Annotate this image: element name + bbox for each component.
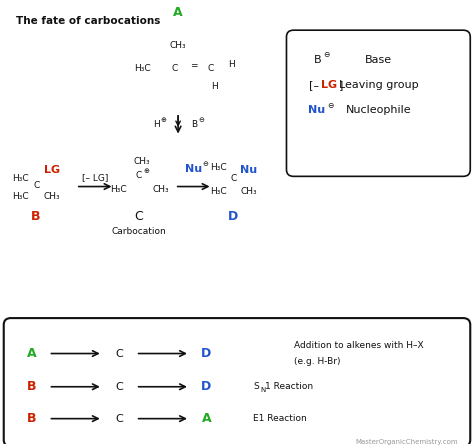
Text: H₃C: H₃C [210, 187, 227, 196]
Text: [– LG]: [– LG] [82, 173, 109, 182]
Text: B: B [191, 120, 198, 129]
Text: E1 Reaction: E1 Reaction [254, 414, 307, 423]
Text: ⊖: ⊖ [202, 161, 208, 167]
Text: CH₃: CH₃ [152, 185, 169, 194]
Text: Leaving group: Leaving group [338, 80, 418, 90]
Text: B: B [30, 210, 40, 223]
Text: ]: ] [338, 80, 343, 90]
Text: CH₃: CH₃ [134, 157, 150, 166]
Text: Addition to alkenes with H–X: Addition to alkenes with H–X [293, 341, 423, 350]
FancyBboxPatch shape [4, 318, 470, 447]
Text: ⊖: ⊖ [323, 51, 330, 59]
Text: H: H [228, 60, 235, 69]
Text: LG: LG [321, 80, 337, 90]
Text: Base: Base [365, 55, 392, 65]
Text: H: H [154, 120, 160, 129]
Text: Nu: Nu [185, 164, 202, 174]
Text: B: B [27, 380, 37, 393]
Text: B: B [314, 55, 322, 65]
Text: Carbocation: Carbocation [111, 227, 166, 236]
Text: D: D [228, 210, 238, 223]
Text: MasterOrganicChemistry.com: MasterOrganicChemistry.com [356, 439, 458, 445]
Text: CH₃: CH₃ [44, 192, 61, 201]
Text: C: C [115, 382, 123, 392]
Text: H₃C: H₃C [12, 192, 28, 201]
Text: Nu: Nu [308, 105, 325, 115]
Text: C: C [115, 349, 123, 358]
Text: ⊖: ⊖ [327, 101, 334, 110]
Text: H₃C: H₃C [110, 185, 127, 194]
Text: The fate of carbocations: The fate of carbocations [16, 17, 160, 26]
Text: C: C [230, 174, 237, 183]
Text: Nu: Nu [240, 164, 257, 175]
Text: =: = [190, 61, 197, 70]
Text: C: C [135, 210, 143, 223]
Text: (e.g. H-Br): (e.g. H-Br) [293, 357, 340, 366]
Text: ⊕: ⊕ [161, 117, 166, 123]
Text: B: B [27, 412, 37, 425]
Text: H₃C: H₃C [135, 64, 151, 73]
Text: CH₃: CH₃ [240, 187, 257, 196]
Text: A: A [201, 412, 211, 425]
Text: H: H [211, 82, 218, 91]
Text: C: C [136, 170, 142, 180]
Text: 1 Reaction: 1 Reaction [265, 382, 313, 391]
Text: LG: LG [44, 164, 60, 175]
Text: A: A [27, 347, 37, 360]
Text: D: D [201, 347, 211, 360]
FancyBboxPatch shape [286, 30, 470, 177]
Text: A: A [173, 6, 183, 19]
Text: C: C [34, 181, 40, 190]
Text: N: N [260, 387, 265, 393]
Text: S: S [254, 382, 259, 391]
Text: ⊖: ⊖ [198, 117, 204, 123]
Text: H₃C: H₃C [210, 163, 227, 172]
Text: CH₃: CH₃ [170, 41, 186, 50]
Text: C: C [172, 64, 178, 73]
Text: [–: [– [309, 80, 319, 90]
Text: C: C [208, 64, 214, 73]
Text: ⊕: ⊕ [144, 168, 149, 173]
Text: H₃C: H₃C [12, 174, 28, 183]
Text: C: C [115, 413, 123, 424]
Text: D: D [201, 380, 211, 393]
Text: Nucleophile: Nucleophile [346, 105, 411, 115]
